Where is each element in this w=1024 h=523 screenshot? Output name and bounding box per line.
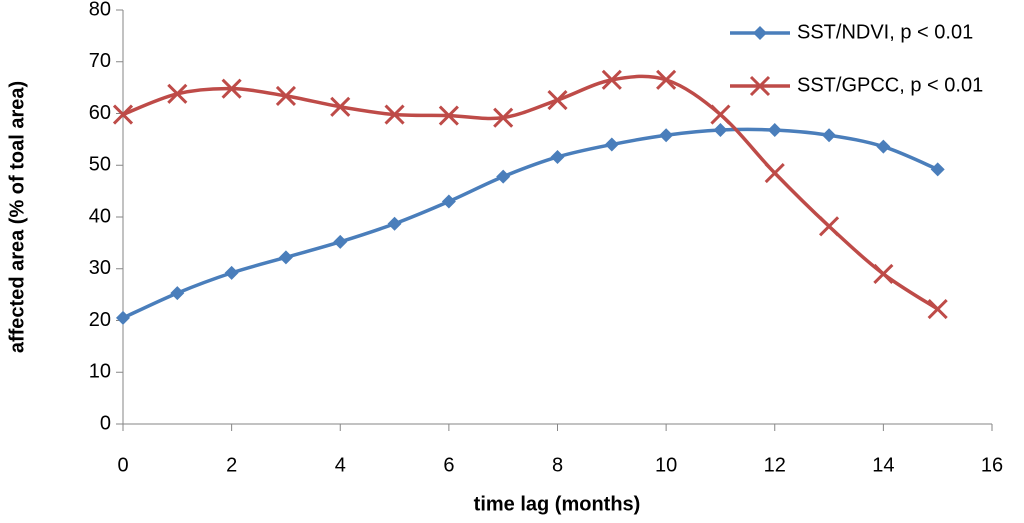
- data-point: [713, 123, 728, 138]
- x-tick-label: 12: [764, 454, 786, 476]
- series-line: [122, 127, 939, 320]
- data-point: [167, 83, 188, 104]
- data-point: [278, 250, 293, 265]
- data-point: [496, 169, 511, 184]
- data-point: [112, 104, 134, 125]
- data-point: [221, 78, 242, 99]
- y-axis-title: affected area (% of toal area): [6, 81, 28, 353]
- data-point: [604, 137, 619, 152]
- x-tick-label: 6: [443, 454, 454, 476]
- data-point: [550, 149, 565, 164]
- data-point: [224, 265, 239, 280]
- data-point: [387, 216, 402, 231]
- y-tick-label: 50: [89, 154, 111, 176]
- y-tick-label: 70: [89, 50, 111, 72]
- data-point: [441, 194, 456, 209]
- data-point: [876, 139, 891, 154]
- y-tick-label: 30: [89, 257, 111, 279]
- data-point: [873, 263, 894, 284]
- data-point: [659, 128, 674, 143]
- data-point: [930, 162, 945, 177]
- data-point: [819, 216, 840, 237]
- y-tick-label: 80: [89, 0, 111, 20]
- data-point: [710, 104, 731, 125]
- data-point: [116, 310, 130, 325]
- x-tick-label: 8: [552, 454, 563, 476]
- x-tick-label: 10: [655, 454, 677, 476]
- data-point: [330, 96, 351, 117]
- x-tick-label: 4: [335, 454, 346, 476]
- x-tick-label: 14: [872, 454, 894, 476]
- y-tick-label: 20: [89, 309, 111, 331]
- y-tick-label: 60: [89, 102, 111, 124]
- y-tick-label: 40: [89, 205, 111, 227]
- data-point: [493, 107, 514, 128]
- legend-label: SST/GPCC, p < 0.01: [797, 74, 983, 96]
- data-point: [384, 104, 405, 125]
- x-tick-label: 2: [226, 454, 237, 476]
- data-point: [601, 69, 622, 90]
- data-point: [822, 128, 837, 143]
- data-point: [656, 69, 677, 90]
- legend-marker: [749, 75, 771, 97]
- series-line: [122, 74, 939, 311]
- x-tick-label: 16: [981, 454, 1003, 476]
- y-tick-label: 10: [89, 361, 111, 383]
- data-point: [767, 123, 782, 138]
- y-tick-label: 0: [100, 412, 111, 434]
- data-point: [170, 286, 185, 301]
- data-point: [275, 85, 296, 106]
- legend-label: SST/NDVI, p < 0.01: [797, 21, 973, 43]
- data-point: [547, 89, 568, 111]
- x-axis-title: time lag (months): [474, 493, 641, 515]
- data-point: [764, 162, 785, 184]
- data-point: [333, 234, 348, 249]
- data-point: [438, 105, 459, 126]
- x-tick-label: 0: [117, 454, 128, 476]
- data-point: [927, 299, 948, 320]
- legend-marker: [753, 26, 767, 40]
